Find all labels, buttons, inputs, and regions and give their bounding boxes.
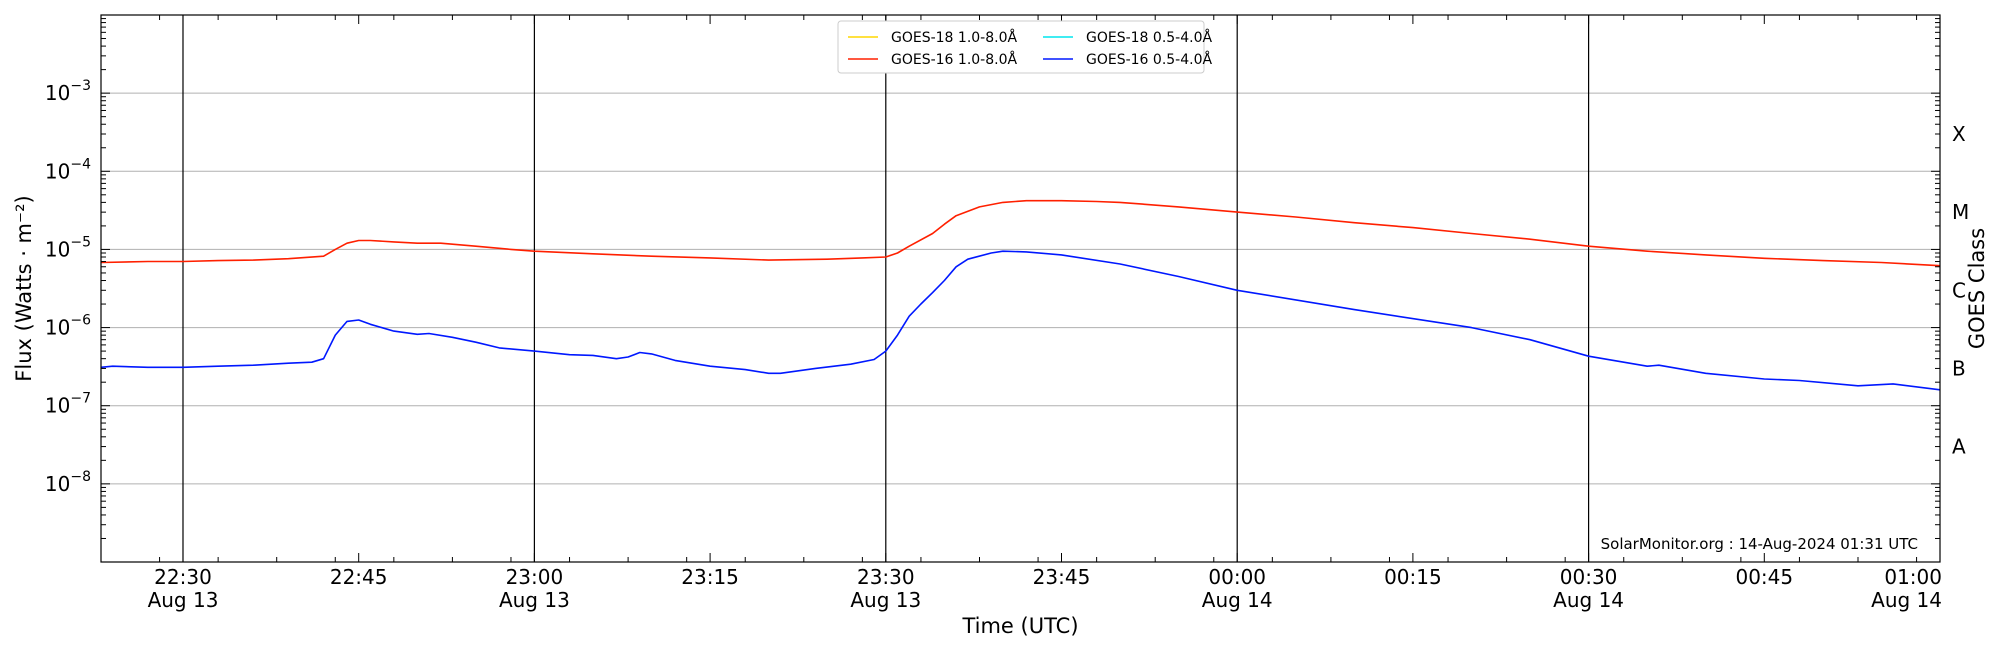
- grid-layer: [101, 92, 1940, 485]
- goes-class-axis-title: GOES Class: [1965, 228, 1989, 349]
- plot-frame: [100, 14, 1941, 563]
- x-tick-label: 23:30: [857, 565, 915, 589]
- x-tick-date: Aug 13: [499, 588, 570, 612]
- tick-layer: [100, 15, 1941, 563]
- x-tick-label: 23:45: [1033, 565, 1091, 589]
- x-axis-title: Time (UTC): [961, 614, 1078, 638]
- legend-label: GOES-18 1.0-8.0Å: [891, 29, 1017, 46]
- series-line-2: [100, 199, 1941, 267]
- y-tick-label: 10−4: [45, 156, 91, 183]
- x-tick-label: 22:45: [330, 565, 388, 589]
- x-tick-label: 00:30: [1560, 565, 1618, 589]
- legend-label: GOES-16 1.0-8.0Å: [891, 51, 1017, 68]
- legend-label: GOES-18 0.5-4.0Å: [1086, 29, 1212, 46]
- x-tick-label: 23:00: [506, 565, 564, 589]
- date-lines: [182, 15, 1590, 562]
- x-tick-date: Aug 14: [1202, 588, 1273, 612]
- x-tick-date: Aug 14: [1871, 588, 1942, 612]
- goes-class-labels: X M C B A: [1952, 122, 1969, 459]
- goes-class-a: A: [1952, 435, 1966, 459]
- y-axis-title: Flux (Watts · m⁻²): [12, 195, 36, 381]
- legend-box: [837, 20, 1205, 74]
- y-tick-labels: 10−8 10−7 10−6 10−5 10−4 10−3: [45, 78, 91, 496]
- y-tick-label: 10−5: [45, 234, 91, 261]
- goes-class-b: B: [1952, 356, 1966, 380]
- x-tick-date: Aug 14: [1553, 588, 1624, 612]
- goes-class-m: M: [1952, 200, 1969, 224]
- x-tick-label: 22:30: [154, 565, 212, 589]
- legend: GOES-18 1.0-8.0Å GOES-18 0.5-4.0Å GOES-16 …: [837, 20, 1212, 74]
- goes-class-c: C: [1952, 278, 1966, 302]
- y-tick-label: 10−6: [45, 313, 91, 340]
- x-tick-label: 00:15: [1384, 565, 1442, 589]
- legend-label: GOES-16 0.5-4.0Å: [1086, 51, 1212, 68]
- series-line-3: [100, 250, 1941, 391]
- goes-class-x: X: [1952, 122, 1966, 146]
- footer-credit: SolarMonitor.org : 14-Aug-2024 01:31 UTC: [1601, 535, 1918, 553]
- x-tick-date: Aug 13: [148, 588, 219, 612]
- y-tick-label: 10−7: [45, 391, 91, 418]
- y-tick-label: 10−8: [45, 469, 91, 496]
- y-tick-label: 10−3: [45, 78, 91, 105]
- x-tick-date: Aug 13: [850, 588, 921, 612]
- x-tick-label: 00:00: [1208, 565, 1266, 589]
- x-tick-label: 23:15: [681, 565, 739, 589]
- x-tick-label: 01:00: [1884, 565, 1942, 589]
- series-layer: [100, 199, 1941, 391]
- x-tick-label: 00:45: [1735, 565, 1793, 589]
